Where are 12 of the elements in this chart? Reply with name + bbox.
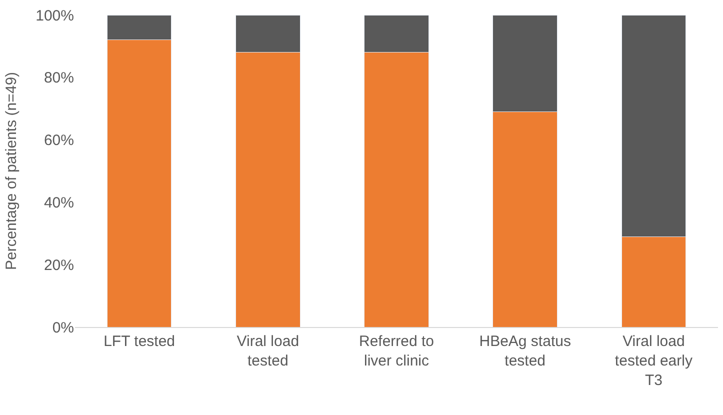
x-tick-label: HBeAg status tested (479, 333, 571, 370)
x-tick-label: Viral load tested early T3 (614, 333, 693, 389)
y-tick-label: 100% (36, 7, 74, 24)
x-tick-label: LFT tested (104, 333, 176, 350)
y-axis-title: Percentage of patients (n=49) (2, 72, 20, 270)
y-tick-label: 80% (44, 70, 74, 87)
y-tick-label: 20% (44, 256, 74, 274)
y-tick-label: 60% (44, 132, 74, 150)
y-tick-label: 40% (44, 194, 74, 212)
y-tick-label: 0% (52, 319, 74, 336)
x-tick-label: Viral load tested (236, 333, 300, 370)
x-tick-label: Referred to liver clinic (358, 333, 434, 370)
